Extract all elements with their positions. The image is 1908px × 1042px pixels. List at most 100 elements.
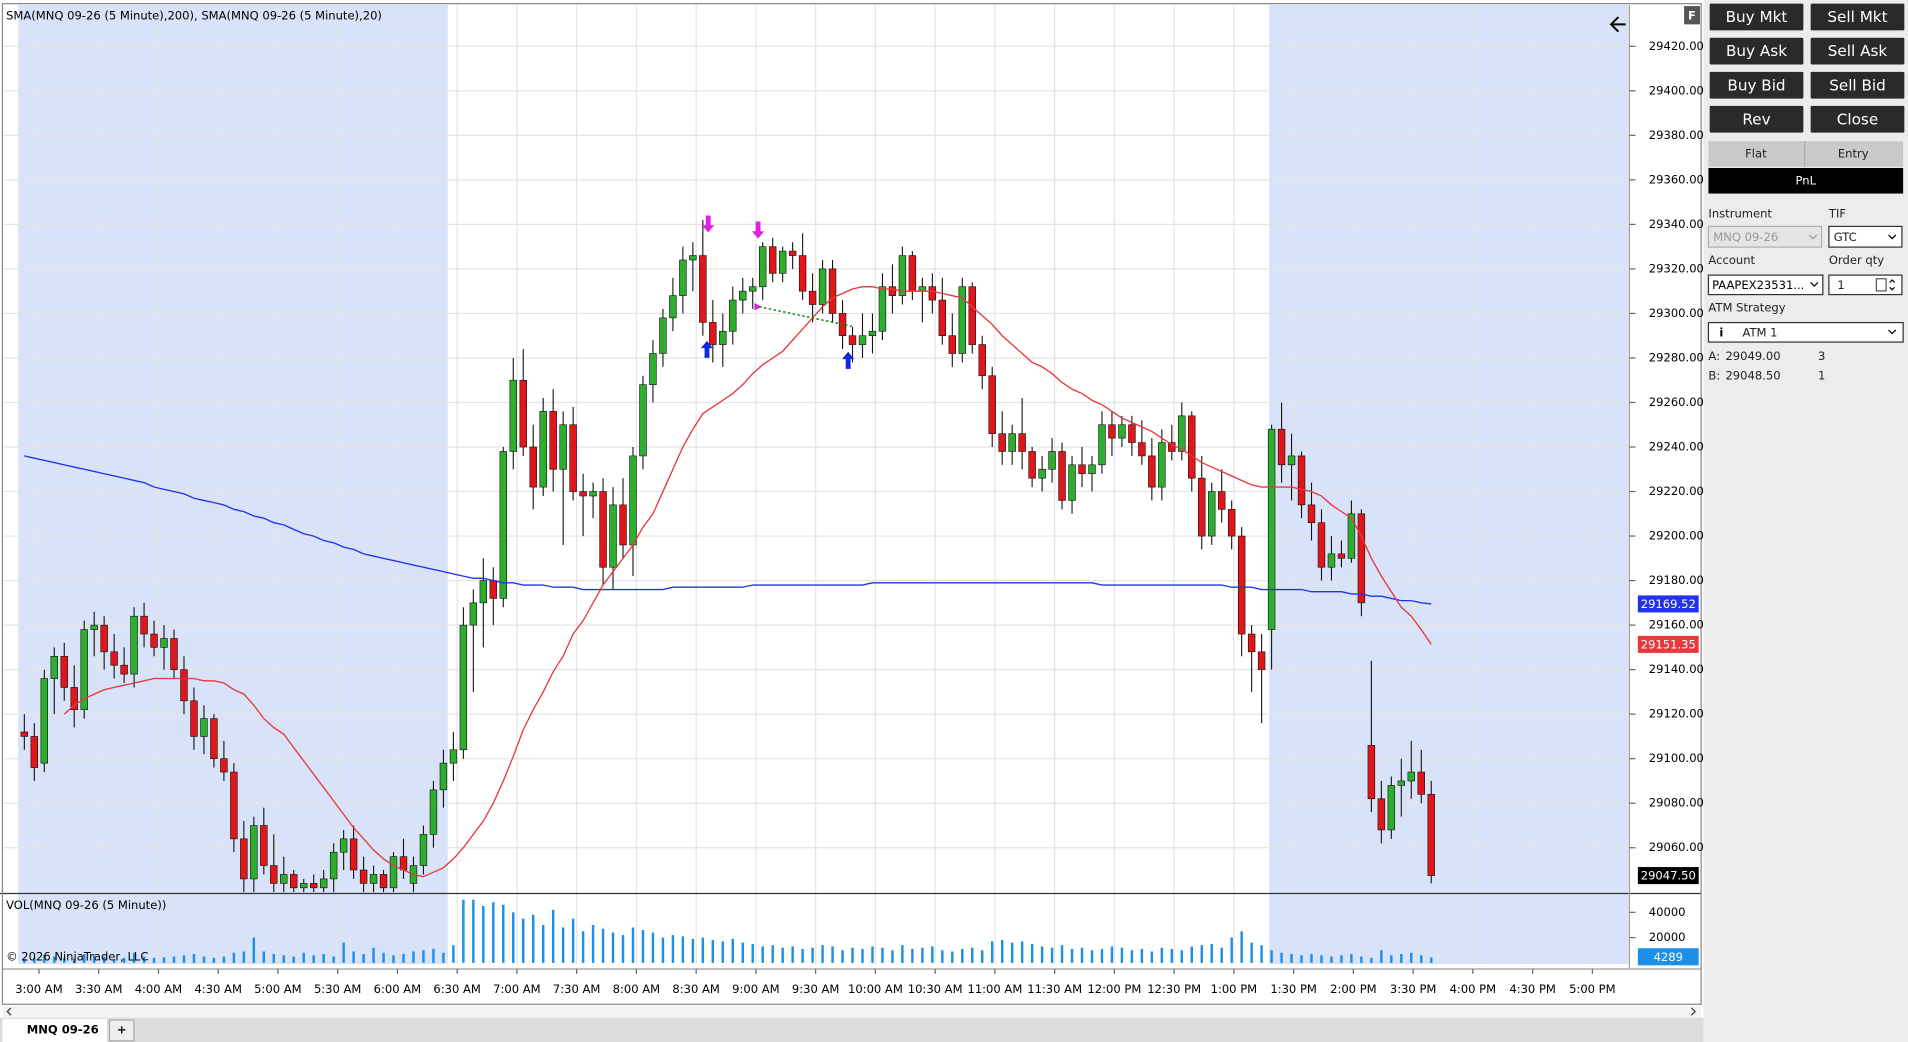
tab-label[interactable]: MNQ 09-26	[27, 1022, 99, 1036]
account-select[interactable]	[1707, 274, 1824, 296]
account-value[interactable]: PAAPEX23531...	[1712, 278, 1804, 292]
qty-calc[interactable]	[1875, 278, 1887, 292]
candle-body	[559, 424, 567, 470]
order-button[interactable]: Buy Mkt	[1709, 3, 1804, 31]
button-label[interactable]: Sell Mkt	[1827, 8, 1887, 26]
atm-select[interactable]	[1707, 321, 1904, 343]
volume-bar	[1090, 950, 1094, 963]
new-tab-label[interactable]: +	[117, 1022, 127, 1036]
order-button[interactable]: Close	[1810, 105, 1905, 133]
candle-body	[569, 424, 577, 492]
x-tick-label: 3:00 AM	[15, 982, 62, 996]
button-face[interactable]	[1709, 3, 1804, 31]
candle-body	[1247, 633, 1256, 653]
scrollbar[interactable]	[2, 1005, 1702, 1018]
candle-body	[619, 504, 627, 546]
candle-body	[968, 286, 976, 345]
scroll-right[interactable]	[1690, 1007, 1696, 1016]
candle-body	[878, 286, 887, 332]
sell-arrow	[702, 215, 715, 233]
candle-body	[339, 838, 348, 853]
x-tick-label: 5:00 PM	[1569, 982, 1616, 996]
y-tick-label: 29160.00	[1649, 618, 1704, 632]
order-button[interactable]: Buy Ask	[1709, 37, 1804, 65]
execution-marker	[754, 303, 762, 311]
button-face[interactable]	[1709, 71, 1804, 99]
button-face[interactable]	[1810, 37, 1905, 65]
new-tab[interactable]	[108, 1019, 135, 1042]
button-face[interactable]	[1810, 3, 1905, 31]
order-button[interactable]: Sell Mkt	[1810, 3, 1905, 31]
atm-value[interactable]: ATM 1	[1743, 325, 1778, 339]
button-label[interactable]: Close	[1837, 110, 1878, 128]
button-label[interactable]: Sell Bid	[1829, 76, 1886, 94]
volume-bar	[1270, 950, 1273, 963]
volume-bar	[292, 956, 295, 963]
y-tick-label: 29260.00	[1649, 395, 1704, 409]
tif-value[interactable]: GTC	[1834, 230, 1857, 244]
button-label[interactable]: Buy Mkt	[1726, 8, 1788, 26]
volume-bar	[861, 948, 864, 963]
scroll-left[interactable]	[6, 1007, 12, 1016]
candle-body	[749, 286, 757, 292]
volume-bar	[73, 958, 76, 963]
instrument-select[interactable]	[1707, 225, 1823, 248]
atm-info[interactable]: i	[1719, 325, 1723, 339]
y-tick-label: 29240.00	[1649, 440, 1704, 454]
order-button[interactable]: Sell Bid	[1810, 71, 1905, 99]
button-label[interactable]: Buy Ask	[1726, 42, 1787, 60]
candle-body	[60, 655, 68, 688]
qty-input[interactable]	[1828, 274, 1903, 296]
qty-value[interactable]: 1	[1837, 278, 1844, 292]
back-arrow[interactable]	[1609, 16, 1626, 33]
order-button[interactable]: Rev	[1709, 105, 1804, 133]
toolbar-button[interactable]	[1684, 6, 1700, 25]
candle-body	[50, 655, 58, 679]
ask-price: 29049.00	[1725, 349, 1780, 363]
candle-body	[170, 638, 178, 670]
y-tick-label: 29220.00	[1649, 484, 1704, 498]
button-label[interactable]: Buy Bid	[1727, 76, 1785, 94]
order-button[interactable]: Buy Bid	[1709, 71, 1804, 99]
volume-bar	[811, 947, 814, 963]
volume-bar	[452, 945, 455, 963]
button-label[interactable]: Sell Ask	[1828, 42, 1888, 60]
toolbar-button-label[interactable]: F	[1688, 8, 1696, 22]
order-button[interactable]: Sell Ask	[1810, 37, 1905, 65]
volume-bar	[1360, 956, 1363, 963]
candle-body	[1367, 745, 1376, 800]
pnl-label: PnL	[1796, 173, 1817, 187]
button-face[interactable]	[1709, 37, 1804, 65]
x-tick-label: 9:30 AM	[792, 982, 839, 996]
y-tick-label: 29400.00	[1649, 83, 1704, 97]
candle-body	[1357, 513, 1366, 604]
volume-bar	[651, 932, 655, 963]
volume-bar	[1370, 957, 1373, 963]
volume-bar	[611, 932, 615, 963]
button-face[interactable]	[1810, 105, 1905, 133]
candle-body	[349, 838, 358, 871]
volume-bar	[1340, 955, 1343, 963]
qty-spinner[interactable]	[1889, 279, 1896, 291]
candle-body	[1118, 424, 1126, 439]
volume-bar	[53, 956, 56, 963]
button-label[interactable]: Rev	[1742, 110, 1770, 128]
tif-select[interactable]	[1828, 225, 1903, 248]
y-tick-label: 29320.00	[1649, 261, 1704, 275]
candle-body	[230, 771, 238, 840]
flat-tab[interactable]: Flat	[1745, 146, 1767, 160]
candle-body	[210, 718, 218, 759]
volume-bar	[1120, 947, 1124, 963]
volume-bar	[881, 947, 884, 963]
x-tick-label: 1:00 PM	[1211, 982, 1258, 996]
button-face[interactable]	[1709, 105, 1804, 133]
volume-bar	[33, 957, 36, 963]
entry-tab[interactable]: Entry	[1838, 146, 1869, 160]
volume-bar	[532, 914, 535, 963]
button-face[interactable]	[1810, 71, 1905, 99]
sell-arrow	[752, 221, 765, 239]
volume-bar	[1300, 955, 1303, 963]
trade-markers	[700, 215, 855, 369]
instrument-value[interactable]: MNQ 09-26	[1713, 230, 1778, 244]
tab[interactable]	[2, 1018, 108, 1042]
